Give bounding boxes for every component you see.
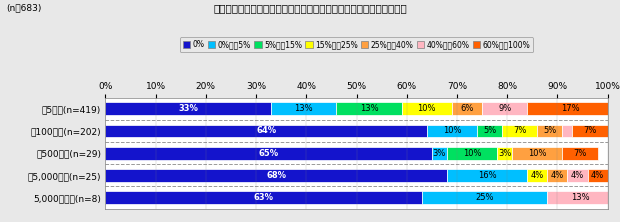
Text: 25%: 25% [476, 193, 494, 202]
Bar [547, 169, 567, 182]
Text: 3%: 3% [433, 149, 446, 158]
Text: (n＝683): (n＝683) [6, 3, 42, 12]
Bar [337, 102, 402, 115]
Text: 5%: 5% [543, 127, 557, 135]
Bar [271, 102, 337, 115]
Text: 4%: 4% [571, 171, 584, 180]
Text: 17%: 17% [560, 104, 579, 113]
Bar [447, 169, 527, 182]
Text: 7%: 7% [574, 149, 587, 158]
Text: 33%: 33% [179, 104, 198, 113]
Text: 64%: 64% [256, 127, 276, 135]
Bar [422, 191, 547, 204]
Text: 消費者向け無担保貸付－直近月末時点の新規貸付先－貸付残高規模別: 消費者向け無担保貸付－直近月末時点の新規貸付先－貸付残高規模別 [213, 3, 407, 13]
Text: 13%: 13% [360, 104, 378, 113]
Text: 10%: 10% [463, 149, 481, 158]
Legend: 0%, 0%超～5%, 5%超～15%, 15%超～25%, 25%超～40%, 40%超～60%, 60%超～100%: 0%, 0%超～5%, 5%超～15%, 15%超～25%, 25%超～40%,… [180, 37, 533, 52]
Bar [588, 169, 608, 182]
Bar [432, 147, 447, 160]
Text: 7%: 7% [583, 127, 596, 135]
Text: 9%: 9% [498, 104, 511, 113]
Text: 4%: 4% [531, 171, 544, 180]
Bar [105, 125, 427, 137]
Text: 10%: 10% [528, 149, 547, 158]
Text: 7%: 7% [513, 127, 526, 135]
Bar [105, 169, 447, 182]
Text: 16%: 16% [478, 171, 497, 180]
Bar [538, 125, 562, 137]
Bar [447, 147, 497, 160]
Bar [562, 125, 572, 137]
Text: 13%: 13% [570, 193, 589, 202]
Bar [105, 191, 422, 204]
Text: 13%: 13% [294, 104, 313, 113]
Bar [512, 147, 562, 160]
Bar [502, 125, 538, 137]
Bar [572, 125, 608, 137]
Bar [402, 102, 452, 115]
Bar [497, 147, 512, 160]
Bar [427, 125, 477, 137]
Text: 4%: 4% [551, 171, 564, 180]
Text: 3%: 3% [498, 149, 511, 158]
Text: 6%: 6% [460, 104, 474, 113]
Text: 10%: 10% [417, 104, 436, 113]
Text: 5%: 5% [483, 127, 496, 135]
Text: 4%: 4% [591, 171, 604, 180]
Bar [105, 102, 271, 115]
Text: 10%: 10% [443, 127, 461, 135]
Bar [452, 102, 482, 115]
Text: 68%: 68% [266, 171, 286, 180]
Bar [562, 147, 598, 160]
Bar [482, 102, 527, 115]
Bar [527, 102, 613, 115]
Bar [105, 147, 432, 160]
Bar [477, 125, 502, 137]
Bar [547, 191, 613, 204]
Bar [527, 169, 547, 182]
Bar [567, 169, 588, 182]
Text: 63%: 63% [254, 193, 273, 202]
Text: 65%: 65% [259, 149, 278, 158]
